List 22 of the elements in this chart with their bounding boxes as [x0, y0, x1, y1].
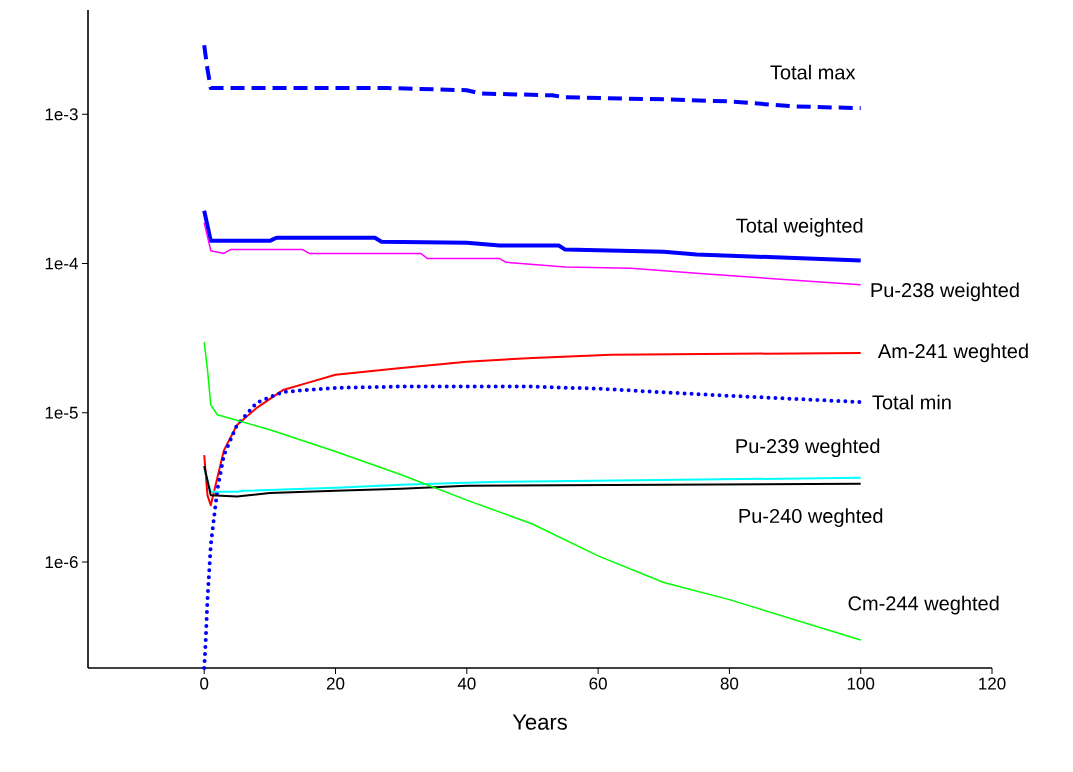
y-tick-label: 1e-6 [45, 556, 78, 569]
x-axis-title: Years [512, 714, 567, 730]
series-label: Pu-239 weghted [736, 438, 880, 458]
series-label: Cm-244 weghted [848, 595, 999, 615]
x-tick-label: 60 [589, 677, 607, 690]
x-tick-label: 80 [720, 677, 739, 690]
x-tick-label: 0 [200, 677, 209, 690]
y-tick-label: 1e-5 [45, 406, 78, 419]
x-tick-label: 100 [847, 677, 875, 690]
line-series [202, 43, 863, 111]
series-label: Total weighted [736, 218, 863, 237]
series-label: Pu-238 weighted [871, 282, 1019, 302]
y-tick-label: 1e-3 [45, 108, 78, 121]
x-tick-label: 120 [979, 677, 1006, 690]
x-tick-label: 20 [326, 677, 345, 690]
series-label: Total max [770, 64, 856, 80]
series-label: Pu-240 weghted [739, 508, 883, 528]
series-label: Total min [872, 394, 951, 410]
series-label: Am-241 weghted [877, 343, 1028, 363]
line-series [202, 208, 863, 263]
x-tick-label: 40 [457, 677, 476, 690]
y-tick-label: 1e-4 [45, 257, 78, 270]
